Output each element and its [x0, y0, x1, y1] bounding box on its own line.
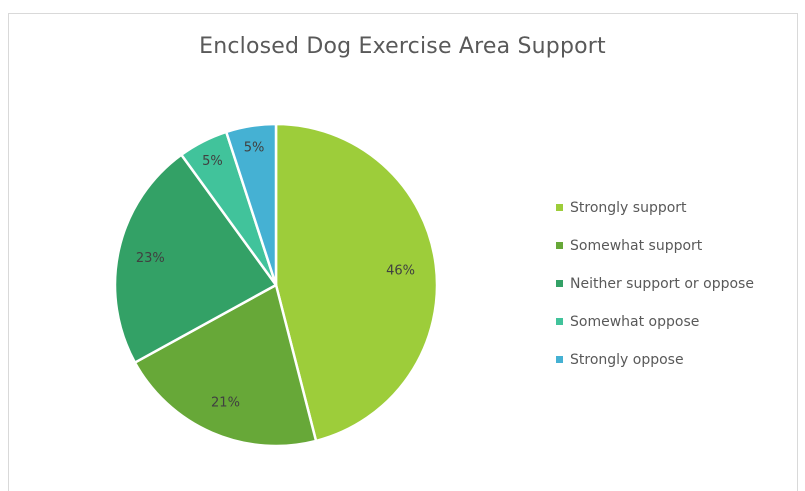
legend-item-somewhat-oppose: Somewhat oppose [556, 310, 754, 348]
pie-slice-neither-support-or-oppose [113, 153, 278, 364]
legend-label: Strongly oppose [570, 352, 684, 368]
data-label-somewhat-oppose: 5% [202, 154, 223, 169]
legend-label: Strongly support [570, 200, 687, 216]
legend-swatch [556, 317, 563, 325]
legend-item-strongly-oppose: Strongly oppose [556, 348, 754, 386]
chart-title: Enclosed Dog Exercise Area Support [199, 34, 606, 59]
legend-item-strongly-support: Strongly support [556, 196, 754, 234]
pie-data-labels: 46% 21% 23% 5% 5% [136, 141, 415, 411]
pie-slice-strongly-oppose [224, 122, 278, 287]
chart-legend: Strongly support Somewhat support Neither … [556, 196, 754, 386]
legend-swatch [556, 203, 563, 211]
pie-slice-strongly-support [274, 122, 439, 443]
legend-label: Somewhat support [570, 238, 703, 254]
legend-swatch [556, 241, 563, 249]
legend-swatch [556, 279, 563, 287]
legend-item-neither-support-or-oppose: Neither support or oppose [556, 272, 754, 310]
legend-item-somewhat-support: Somewhat support [556, 234, 754, 272]
data-label-neither-support-or-oppose: 23% [136, 251, 165, 266]
pie-slices [113, 122, 439, 448]
pie-slice-somewhat-support [133, 283, 318, 448]
data-label-strongly-support: 46% [386, 263, 415, 278]
data-label-strongly-oppose: 5% [244, 141, 265, 156]
legend-label: Neither support or oppose [570, 276, 754, 292]
legend-label: Somewhat oppose [570, 314, 700, 330]
data-label-somewhat-support: 21% [211, 396, 240, 411]
legend-swatch [556, 355, 563, 363]
